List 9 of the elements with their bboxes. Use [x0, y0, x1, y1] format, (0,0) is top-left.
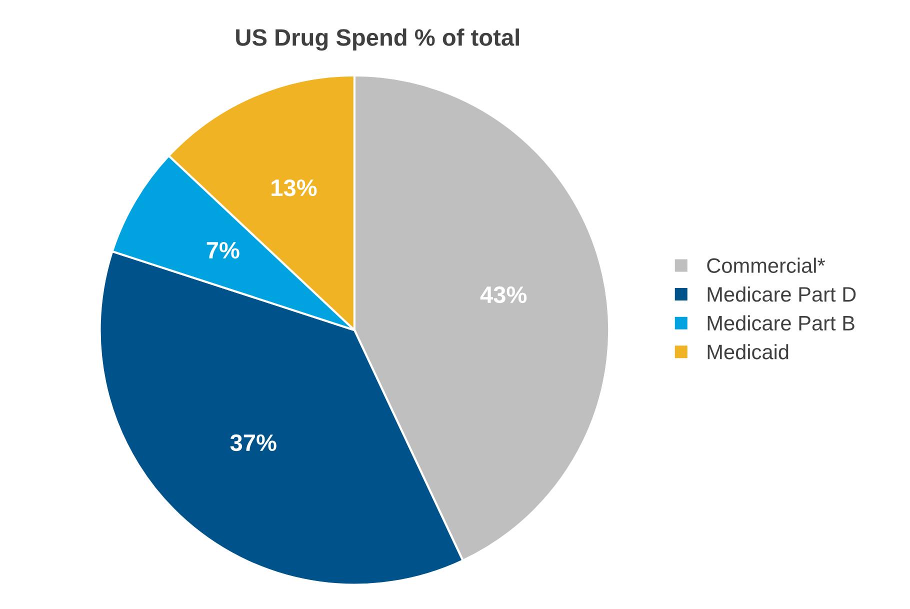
- chart-title: US Drug Spend % of total: [236, 28, 519, 51]
- legend-label: Medicare Part D: [708, 286, 856, 302]
- data-label: 43%: [480, 286, 527, 304]
- data-label: 7%: [206, 242, 240, 259]
- legend-label: Commercial*: [707, 258, 826, 273]
- data-label: 13%: [272, 179, 317, 196]
- legend-label: Medicare Part B: [708, 315, 854, 331]
- legend-label: Medicaid: [708, 344, 788, 360]
- data-label: 37%: [230, 434, 276, 452]
